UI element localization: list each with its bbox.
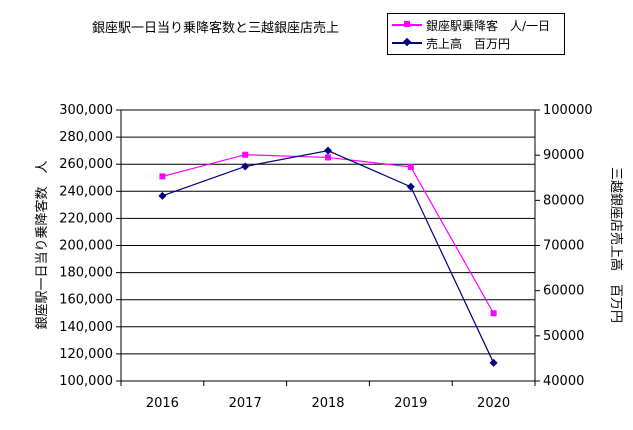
legend-item-sales: 売上高 百万円 <box>392 35 510 51</box>
left-tick-label: 240,000 <box>59 184 113 199</box>
series-0-point <box>490 310 497 317</box>
series-layer <box>158 146 498 367</box>
right-tick-label: 90000 <box>543 148 584 163</box>
x-tick-label: 2019 <box>394 396 427 411</box>
left-tick-label: 140,000 <box>59 320 113 335</box>
series-line-1 <box>162 150 495 364</box>
x-tick-label: 2018 <box>311 396 344 411</box>
left-tick-label: 100,000 <box>59 374 113 389</box>
legend-label-passengers: 銀座駅乗降客 人/一日 <box>426 18 551 33</box>
x-axis-ticks: 2016 2017 2018 2019 2020 <box>120 381 536 411</box>
left-tick-label: 300,000 <box>59 103 113 118</box>
left-tick-label: 200,000 <box>59 239 113 254</box>
left-tick-label: 160,000 <box>59 293 113 308</box>
legend-item-passengers: 銀座駅乗降客 人/一日 <box>392 17 550 33</box>
series-1-point <box>324 146 332 155</box>
right-axis-label: 三越銀座店売上高 百万円 <box>608 167 624 323</box>
x-tick-label: 2016 <box>146 396 179 411</box>
x-tick-label: 2017 <box>229 396 262 411</box>
left-tick-label: 220,000 <box>59 211 113 226</box>
legend-label-sales: 売上高 百万円 <box>426 36 511 51</box>
left-axis-label: 銀座駅一日当り乗降客数 人 <box>34 160 50 329</box>
legend-swatch-sales <box>392 35 422 51</box>
right-tick-label: 80000 <box>543 193 584 208</box>
series-0-point <box>242 151 249 158</box>
series-1-point <box>241 162 250 171</box>
left-tick-label: 280,000 <box>59 130 113 145</box>
right-tick-label: 70000 <box>543 239 584 254</box>
series-0-point <box>407 163 414 170</box>
right-tick-label: 50000 <box>543 329 584 344</box>
legend: 銀座駅乗降客 人/一日 売上高 百万円 <box>387 13 565 55</box>
series-1-point <box>406 182 415 191</box>
legend-swatch-passengers <box>392 17 422 33</box>
grid-lines <box>121 136 535 355</box>
chart-title: 銀座駅一日当り乗降客数と三越銀座店売上 <box>92 21 340 36</box>
left-axis-ticks: 100,000 120,000 140,000 160,000 180,000 200,0… <box>59 103 121 389</box>
series-1-point <box>489 358 498 367</box>
right-tick-label: 60000 <box>543 284 584 299</box>
series-0-point <box>159 173 166 180</box>
left-tick-label: 120,000 <box>59 347 113 362</box>
right-tick-label: 100000 <box>543 103 593 118</box>
left-tick-label: 260,000 <box>59 157 113 172</box>
series-0-point <box>325 154 331 161</box>
right-axis-ticks: 40000 50000 60000 70000 80000 90000 100000 <box>535 103 593 389</box>
right-tick-label: 40000 <box>543 374 584 389</box>
x-tick-label: 2020 <box>477 396 510 411</box>
left-tick-label: 180,000 <box>59 266 113 281</box>
series-1-point <box>158 191 167 200</box>
